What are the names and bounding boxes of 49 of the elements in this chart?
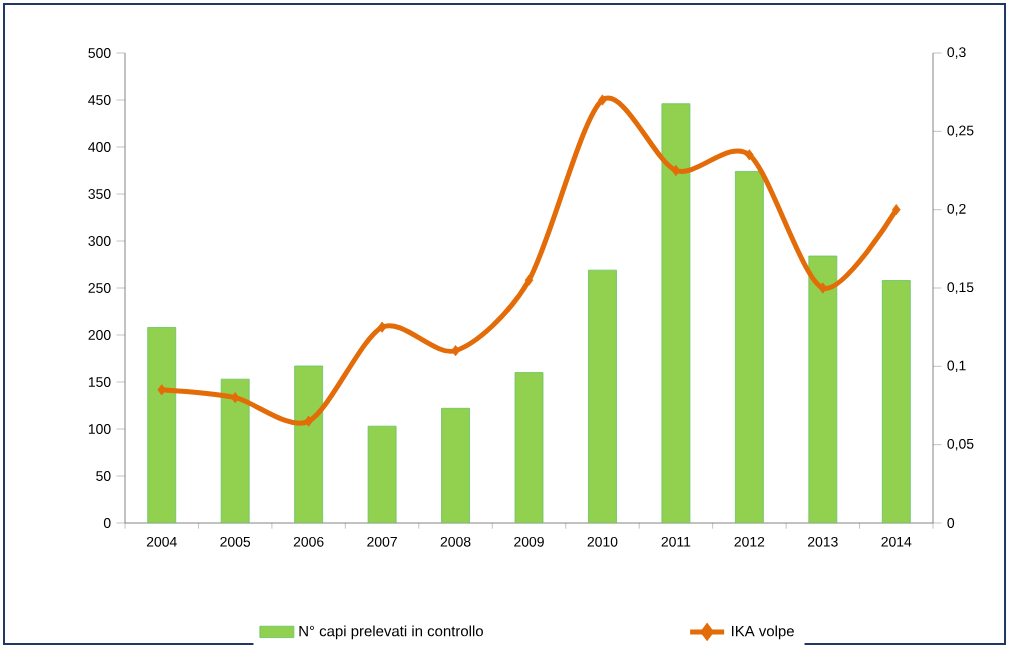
y-tick-label: 150 (88, 377, 111, 387)
x-tick-label: 2012 (734, 536, 765, 547)
x-tick-label: 2014 (881, 536, 912, 547)
x-tick-label: 2009 (514, 536, 544, 547)
x-tick-label: 2005 (220, 536, 251, 547)
point (451, 345, 460, 357)
y-tick-label: 450 (88, 95, 111, 105)
bar (147, 327, 177, 523)
x-tick-label: 2008 (440, 536, 471, 547)
y2-tick-label: 0 (947, 518, 955, 528)
bar (441, 407, 470, 523)
point (524, 274, 534, 286)
bar (734, 171, 764, 523)
point (377, 321, 387, 333)
y2-tick-label: 0,2 (947, 203, 966, 216)
x-tick-label: 2011 (661, 536, 691, 547)
point (304, 415, 313, 427)
y2-tick-label: 0,25 (947, 125, 974, 138)
x-tick-label: 2013 (808, 536, 838, 547)
y2-tick-label: 0,05 (947, 438, 974, 451)
bar (588, 269, 617, 523)
x-tick-label: 2007 (367, 536, 397, 547)
bar (514, 372, 544, 523)
bar (294, 365, 324, 523)
y-tick-label: 400 (88, 142, 111, 152)
y-tick-label: 350 (88, 189, 111, 199)
y2-tick-label: 0,3 (947, 47, 966, 59)
point (892, 204, 901, 216)
y-tick-label: 300 (88, 236, 111, 246)
point (598, 94, 607, 106)
y-tick-label: 100 (88, 424, 111, 434)
y-tick-label: 0 (103, 518, 111, 528)
y-tick-label: 500 (88, 48, 111, 58)
legend-label: N° capi prelevati in controllo (299, 625, 483, 640)
x-tick-label: 2006 (293, 536, 324, 547)
y-tick-label: 50 (96, 471, 111, 481)
bar (881, 280, 911, 523)
bar (808, 255, 838, 523)
x-tick-label: 2004 (146, 536, 177, 547)
y2-tick-label: 0,15 (947, 282, 974, 294)
x-tick-label: 2010 (587, 536, 618, 547)
y-tick-label: 200 (88, 330, 111, 340)
bar (661, 103, 691, 523)
bar (220, 378, 250, 523)
legend-label: IKA volpe (731, 625, 794, 640)
point (745, 149, 754, 161)
bar (367, 425, 397, 523)
y-tick-label: 250 (88, 283, 111, 293)
y2-tick-label: 0,1 (947, 360, 966, 373)
